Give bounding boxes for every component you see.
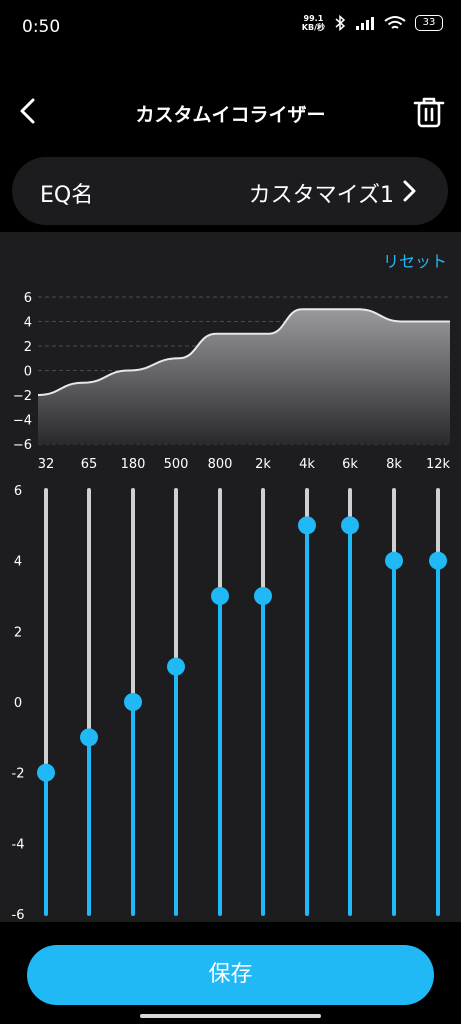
eq-curve-area	[38, 309, 450, 444]
trash-icon	[413, 97, 445, 128]
eq-band-slider[interactable]	[429, 488, 447, 916]
status-bar: 0:50 99.1 KB/秒 33	[0, 0, 461, 56]
eq-band-slider[interactable]	[80, 488, 98, 916]
slider-knob[interactable]	[37, 763, 55, 782]
curve-y-tick: −2	[13, 389, 32, 404]
chevron-right-icon	[403, 180, 416, 202]
curve-y-tick: −4	[13, 414, 32, 429]
reset-button[interactable]: リセット	[382, 252, 447, 271]
curve-y-tick: −6	[13, 438, 32, 453]
eq-band-slider[interactable]	[167, 488, 185, 916]
eq-band-slider[interactable]	[37, 488, 55, 916]
bluetooth-icon	[335, 15, 346, 31]
slider-knob[interactable]	[124, 693, 142, 711]
network-speed: 99.1 KB/秒	[302, 14, 325, 32]
curve-y-tick: 6	[24, 291, 32, 306]
eq-curve-chart: 6 4 2 0 −2 −4 −6 32 65 180 500 800 2k 4k 6k 8k 12k	[13, 291, 451, 472]
eq-band-slider[interactable]	[211, 488, 229, 916]
frequency-label: 2k	[255, 457, 271, 472]
equalizer-panel: リセット 6 4 2 0 −2 −4 −6 32 65 180 500 800 2k 4k 6k 8k 12k…	[0, 232, 461, 922]
slider-knob[interactable]	[167, 657, 185, 676]
status-icons: 99.1 KB/秒 33	[302, 14, 443, 32]
eq-name-label: EQ名	[40, 183, 94, 208]
slider-y-tick: -2	[12, 767, 25, 782]
back-arrow-icon	[20, 98, 35, 124]
slider-knob[interactable]	[211, 587, 229, 605]
battery-indicator: 33	[415, 15, 443, 31]
slider-knob[interactable]	[385, 551, 403, 570]
slider-y-tick: 4	[14, 555, 22, 570]
eq-band-slider[interactable]	[385, 488, 403, 916]
eq-band-sliders: 6 4 2 0 -2 -4 -6	[12, 484, 447, 922]
slider-knob[interactable]	[254, 587, 272, 605]
header: カスタムイコライザー	[0, 82, 461, 142]
frequency-label: 8k	[386, 457, 402, 472]
page-title: カスタムイコライザー	[135, 104, 326, 126]
slider-y-tick: 0	[14, 696, 22, 711]
eq-curve-line	[37, 308, 450, 396]
frequency-label: 12k	[426, 457, 451, 472]
network-speed-value: 99.1	[303, 14, 324, 23]
curve-y-tick: 2	[24, 340, 32, 355]
eq-band-slider[interactable]	[298, 488, 316, 916]
frequency-label: 4k	[299, 457, 315, 472]
signal-icon	[356, 17, 374, 30]
frequency-label: 180	[121, 457, 146, 472]
back-button[interactable]	[12, 94, 46, 128]
status-time: 0:50	[22, 17, 61, 37]
frequency-label: 65	[81, 457, 98, 472]
slider-y-tick: -4	[12, 837, 25, 852]
eq-band-slider[interactable]	[124, 488, 142, 916]
frequency-label: 500	[164, 457, 189, 472]
slider-y-tick: -6	[12, 908, 25, 922]
slider-knob[interactable]	[80, 728, 98, 747]
frequency-label: 32	[38, 457, 55, 472]
slider-knob[interactable]	[429, 551, 447, 570]
network-speed-unit: KB/秒	[301, 23, 325, 32]
home-indicator	[140, 1014, 321, 1018]
eq-band-slider[interactable]	[341, 488, 359, 916]
slider-knob[interactable]	[298, 516, 316, 535]
eq-name-value: カスタマイズ1	[248, 183, 394, 208]
curve-y-tick: 0	[24, 365, 32, 380]
eq-band-slider[interactable]	[254, 488, 272, 916]
frequency-label: 6k	[342, 457, 358, 472]
slider-y-tick: 6	[14, 484, 22, 499]
slider-y-tick: 2	[14, 625, 22, 640]
slider-knob[interactable]	[341, 516, 359, 535]
delete-button[interactable]	[411, 94, 447, 130]
save-button[interactable]: 保存	[27, 945, 434, 1005]
wifi-icon	[384, 16, 406, 29]
curve-y-tick: 4	[24, 316, 32, 331]
frequency-label: 800	[208, 457, 233, 472]
eq-name-row[interactable]: EQ名 カスタマイズ1	[12, 157, 448, 225]
